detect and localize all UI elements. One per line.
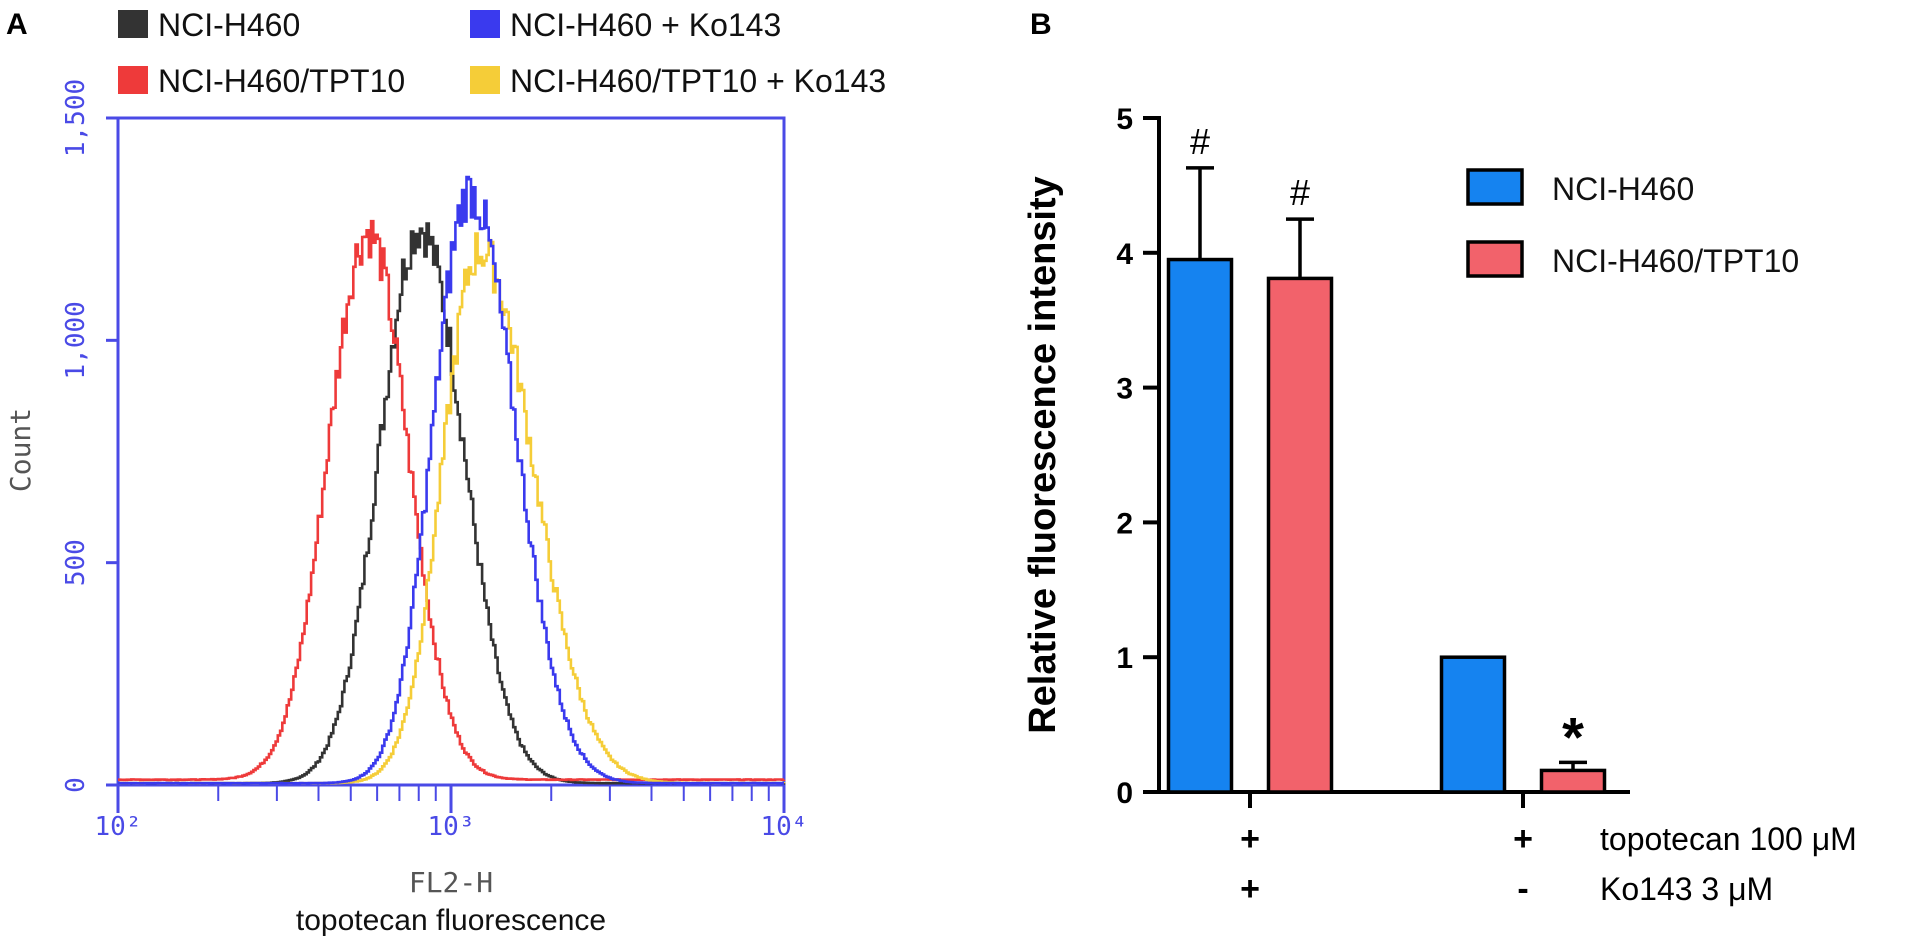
significance-mark-1: #	[1190, 121, 1210, 162]
bar-legend-swatch-1	[1466, 168, 1524, 206]
bar-y-tick-label-2: 1	[1116, 642, 1133, 675]
bar-legend: NCI-H460 NCI-H460/TPT10	[1466, 168, 1799, 279]
panel-a-histogram: A NCI-H460 NCI-H460/TPT10 NCI-H460 + Ko143…	[4, 7, 886, 937]
histogram-y-axis-title: Count	[4, 408, 37, 492]
bar-marks: # # *	[1166, 121, 1607, 794]
histogram-x-axis-title: FL2-H	[409, 866, 493, 899]
bar-y-tick-label-6: 5	[1116, 103, 1133, 136]
legend-label-1: NCI-H460	[158, 7, 300, 43]
bar-2-1	[1266, 276, 1334, 794]
x-tick-label-1: 10²	[95, 812, 142, 842]
bar-2-2	[1539, 768, 1607, 794]
panel-a-letter: A	[6, 8, 28, 41]
significance-mark-2: #	[1290, 172, 1310, 213]
condition-table: + + topotecan 100 μM + - Ko143 3 μM	[1240, 820, 1857, 908]
histogram-plot-frame	[116, 116, 786, 787]
bar-1-2	[1439, 655, 1507, 794]
histogram-curves	[118, 175, 786, 785]
significance-mark-3: *	[1562, 705, 1584, 768]
bar-y-tick-label-3: 2	[1116, 507, 1133, 540]
bar-y-tick-label-4: 3	[1116, 373, 1133, 406]
legend-swatch-1	[118, 10, 148, 38]
histogram-legend: NCI-H460 NCI-H460/TPT10 NCI-H460 + Ko143 NC…	[118, 7, 886, 99]
panel-b-bar-chart: B Relative fluorescence intensity 0 1 2 3 4 5…	[1022, 8, 1857, 908]
y-tick-label-4: 1,500	[61, 79, 91, 157]
condition-sign-1-1: +	[1240, 820, 1260, 858]
x-tick-label-2: 10³	[428, 812, 475, 842]
panel-b-letter: B	[1030, 8, 1052, 41]
bar-y-tick-label-1: 0	[1116, 777, 1133, 810]
y-tick-label-3: 1,000	[61, 301, 91, 379]
histogram-curve-2	[118, 219, 786, 782]
legend-label-4: NCI-H460/TPT10 + Ko143	[510, 63, 886, 99]
legend-label-2: NCI-H460/TPT10	[158, 63, 405, 99]
condition-sign-2-2: -	[1517, 870, 1528, 908]
legend-swatch-3	[470, 10, 500, 38]
bar-legend-label-1: NCI-H460	[1552, 171, 1694, 207]
histogram-y-ticks: 0 500 1,000 1,500	[61, 79, 118, 793]
histogram-curve-4	[118, 232, 786, 785]
bar-y-axis-title: Relative fluorescence intensity	[1022, 176, 1064, 734]
condition-label-1: topotecan 100 μM	[1600, 821, 1857, 857]
y-tick-label-2: 500	[61, 539, 91, 586]
condition-sign-1-2: +	[1513, 820, 1533, 858]
histogram-x-axis-subtitle: topotecan fluorescence	[296, 904, 606, 937]
histogram-curve-3	[118, 175, 784, 785]
x-tick-label-3: 10⁴	[761, 812, 808, 842]
legend-swatch-2	[118, 66, 148, 94]
bar-y-tick-label-5: 4	[1116, 238, 1133, 271]
legend-label-3: NCI-H460 + Ko143	[510, 7, 781, 43]
bar-legend-swatch-2	[1466, 240, 1524, 278]
condition-sign-2-1: +	[1240, 870, 1260, 908]
histogram-curve-1	[118, 222, 786, 785]
legend-swatch-4	[470, 66, 500, 94]
bar-1-1	[1166, 257, 1234, 794]
condition-label-2: Ko143 3 μM	[1600, 871, 1773, 907]
bar-legend-label-2: NCI-H460/TPT10	[1552, 243, 1799, 279]
histogram-x-ticks: 10² 10³ 10⁴	[95, 785, 808, 842]
y-tick-label-1: 0	[61, 777, 91, 793]
